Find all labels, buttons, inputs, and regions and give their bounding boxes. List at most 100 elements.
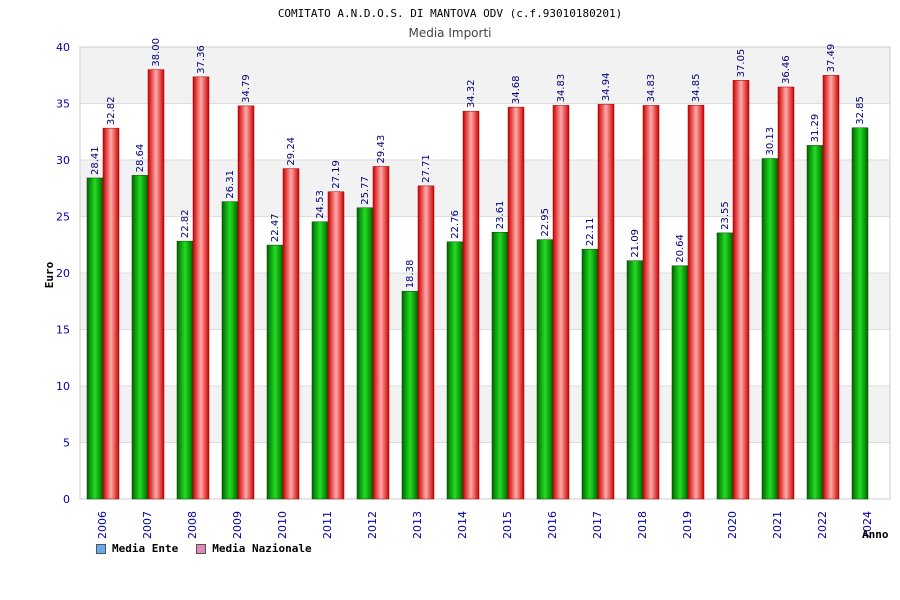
bar-media-ente [86,177,104,500]
chart-subtitle: Media Importi [408,26,491,40]
legend-label-media-nazionale: Media Nazionale [212,542,312,555]
y-tick-label: 30 [56,154,70,167]
bar-media-ente [401,291,419,500]
data-label: 29.43 [376,135,387,164]
y-tick-label: 5 [63,437,70,450]
x-tick-label: 2013 [411,511,424,539]
bar-media-nazionale [462,110,480,500]
bar-media-nazionale [102,127,120,500]
data-label: 22.82 [180,209,191,238]
data-label: 34.83 [556,74,567,103]
plot-area: 0 5 10 15 20 25 30 35 40 28.41 32.82 2006 28.64 38.00… [56,38,891,539]
bar-media-nazionale [147,69,165,500]
data-label: 22.76 [450,210,461,239]
data-label: 25.77 [360,176,371,205]
plot-band [80,160,890,217]
x-tick-label: 2020 [726,511,739,539]
y-tick-label: 25 [56,211,70,224]
data-label: 22.95 [540,208,551,237]
data-label: 34.94 [601,73,612,102]
plot-band [80,386,890,443]
bar-media-ente [806,145,824,500]
x-tick-label: 2009 [231,511,244,539]
bar-media-nazionale [282,168,300,500]
y-tick-label: 10 [56,380,70,393]
data-label: 34.85 [691,74,702,103]
bar-media-ente [311,221,329,500]
data-label: 23.55 [720,201,731,230]
data-label: 34.83 [646,74,657,103]
data-label: 18.38 [405,260,416,289]
x-tick-label: 2016 [546,511,559,539]
bar-media-ente [581,248,599,500]
y-axis-label: Euro [43,261,56,288]
plot-band [80,273,890,330]
data-label: 21.09 [630,229,641,258]
data-label: 24.53 [315,190,326,219]
data-label: 37.36 [196,45,207,74]
data-label: 30.13 [765,127,776,156]
legend-swatch-media-ente [96,543,106,554]
x-tick-label: 2015 [501,511,514,539]
legend-swatch-media-nazionale [196,543,207,554]
x-tick-label: 2007 [141,511,154,539]
data-label: 34.79 [241,74,252,103]
data-label: 29.24 [286,137,297,166]
bar-media-nazionale [777,86,795,500]
bar-media-nazionale [597,103,615,500]
bar-media-nazionale [732,80,750,500]
bar-media-ente [131,175,149,500]
data-label: 37.05 [736,49,747,78]
bar-media-nazionale [237,105,255,500]
bar-media-ente [626,260,644,500]
bar-media-nazionale [552,105,570,500]
y-tick-label: 0 [63,493,70,506]
bar-media-nazionale [687,104,705,500]
bar-media-ente [356,207,374,500]
x-tick-label: 2021 [771,511,784,539]
data-label: 37.49 [826,44,837,73]
bar-media-ente [176,240,194,500]
y-tick-label: 15 [56,324,70,337]
y-tick-label: 35 [56,98,70,111]
bar-media-nazionale [372,166,390,500]
data-label: 36.46 [781,55,792,84]
data-label: 22.47 [270,213,281,242]
data-label: 27.71 [421,154,432,183]
data-label: 28.64 [135,144,146,173]
data-label: 34.32 [466,80,477,109]
bar-media-nazionale [327,191,345,500]
data-label: 26.31 [225,170,236,199]
legend-item-media-nazionale: Media Nazionale [196,542,312,555]
data-label: 32.82 [106,96,117,125]
x-tick-label: 2017 [591,511,604,539]
legend-label-media-ente: Media Ente [112,542,179,555]
x-tick-label: 2022 [816,511,829,539]
bar-media-ente [266,244,284,500]
x-tick-label: 2014 [456,511,469,539]
data-label: 27.19 [331,160,342,189]
data-label: 31.29 [810,114,821,143]
bar-media-ente [536,239,554,500]
x-tick-label: 2024 [861,511,874,539]
plot-band [80,442,890,499]
plot-band [80,47,890,104]
plot-band [80,103,890,160]
bar-media-ente [761,158,779,500]
chart-title: COMITATO A.N.D.O.S. DI MANTOVA ODV (c.f.… [278,7,622,20]
x-axis-label: Anno [862,528,889,541]
x-tick-label: 2008 [186,511,199,539]
y-tick-label: 20 [56,267,70,280]
x-tick-label: 2018 [636,511,649,539]
bar-media-ente [671,265,689,500]
data-label: 23.61 [495,201,506,230]
data-label: 32.85 [855,96,866,125]
bar-media-ente [716,232,734,500]
plot-frame [79,46,891,500]
y-tick-label: 40 [56,41,70,54]
x-tick-label: 2012 [366,511,379,539]
x-tick-label: 2010 [276,511,289,539]
bar-media-nazionale [192,76,210,500]
bar-media-nazionale [417,185,435,500]
data-label: 20.64 [675,234,686,263]
